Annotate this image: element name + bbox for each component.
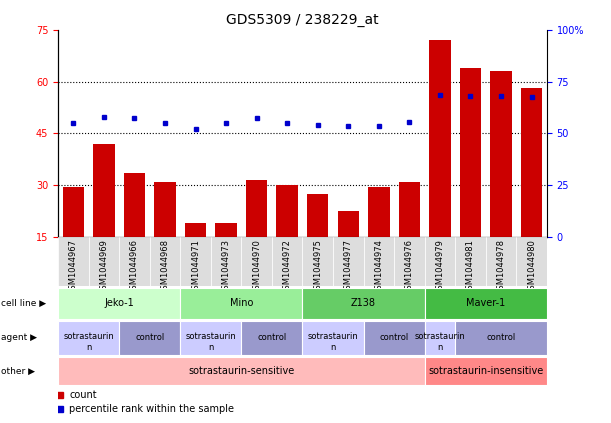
Text: control: control [379, 333, 409, 343]
Text: GSM1044974: GSM1044974 [375, 239, 383, 295]
Bar [368, 187, 390, 289]
Text: Maver-1: Maver-1 [466, 298, 505, 308]
Text: GSM1044975: GSM1044975 [313, 239, 322, 295]
Text: GSM1044976: GSM1044976 [405, 239, 414, 295]
Text: n: n [331, 343, 335, 352]
Bar [277, 185, 298, 289]
Bar [490, 71, 512, 289]
Bar [58, 288, 180, 319]
Bar [333, 237, 364, 286]
Bar [216, 223, 237, 289]
Bar [399, 182, 420, 289]
Text: GSM1044967: GSM1044967 [69, 239, 78, 295]
Text: control: control [486, 333, 516, 343]
Text: agent ▶: agent ▶ [1, 333, 37, 343]
Bar [364, 321, 425, 355]
Bar [302, 321, 364, 355]
Bar [89, 237, 119, 286]
Bar [150, 237, 180, 286]
Bar [394, 237, 425, 286]
Text: GSM1044978: GSM1044978 [497, 239, 505, 295]
Text: GSM1044969: GSM1044969 [100, 239, 108, 295]
Text: sotrastaurin: sotrastaurin [185, 332, 236, 341]
Bar [460, 68, 481, 289]
Bar [180, 237, 211, 286]
Text: GSM1044968: GSM1044968 [161, 239, 169, 295]
Bar [63, 187, 84, 289]
Bar [307, 194, 329, 289]
Text: cell line ▶: cell line ▶ [1, 299, 46, 308]
Text: percentile rank within the sample: percentile rank within the sample [69, 404, 234, 414]
Text: sotrastaurin-insensitive: sotrastaurin-insensitive [428, 366, 543, 376]
Bar [93, 144, 115, 289]
Bar [425, 288, 547, 319]
Text: control: control [135, 333, 164, 343]
Bar [211, 237, 241, 286]
Text: other ▶: other ▶ [1, 367, 35, 376]
Text: GSM1044981: GSM1044981 [466, 239, 475, 295]
Text: GDS5309 / 238229_at: GDS5309 / 238229_at [226, 13, 379, 27]
Bar [241, 237, 272, 286]
Bar [58, 321, 119, 355]
Bar [302, 288, 425, 319]
Bar [272, 237, 302, 286]
Text: GSM1044973: GSM1044973 [222, 239, 230, 295]
Bar [123, 173, 145, 289]
Text: sotrastaurin: sotrastaurin [414, 332, 466, 341]
Bar [455, 237, 486, 286]
Text: sotrastaurin: sotrastaurin [307, 332, 359, 341]
Text: count: count [69, 390, 97, 400]
Bar [246, 180, 268, 289]
Text: n: n [208, 343, 213, 352]
Text: GSM1044970: GSM1044970 [252, 239, 261, 295]
Bar [119, 237, 150, 286]
Bar [180, 288, 302, 319]
Text: GSM1044966: GSM1044966 [130, 239, 139, 295]
Text: sotrastaurin: sotrastaurin [63, 332, 114, 341]
Bar [425, 321, 455, 355]
Bar [486, 237, 516, 286]
Bar [425, 237, 455, 286]
Text: n: n [437, 343, 442, 352]
Text: GSM1044980: GSM1044980 [527, 239, 536, 295]
Bar [241, 321, 302, 355]
Text: GSM1044972: GSM1044972 [283, 239, 291, 295]
Bar [185, 223, 206, 289]
Text: control: control [257, 333, 287, 343]
Bar [302, 237, 333, 286]
Text: GSM1044971: GSM1044971 [191, 239, 200, 295]
Bar [429, 40, 451, 289]
Bar [455, 321, 547, 355]
Text: GSM1044977: GSM1044977 [344, 239, 353, 295]
Bar [58, 237, 89, 286]
Bar [58, 357, 425, 385]
Text: GSM1044979: GSM1044979 [436, 239, 444, 295]
Bar [521, 88, 543, 289]
Bar [516, 237, 547, 286]
Bar [180, 321, 241, 355]
Text: Mino: Mino [230, 298, 253, 308]
Bar [364, 237, 394, 286]
Text: n: n [86, 343, 91, 352]
Text: sotrastaurin-sensitive: sotrastaurin-sensitive [188, 366, 295, 376]
Text: Jeko-1: Jeko-1 [104, 298, 134, 308]
Text: Z138: Z138 [351, 298, 376, 308]
Bar [337, 212, 359, 289]
Bar [425, 357, 547, 385]
Bar [119, 321, 180, 355]
Bar [154, 182, 176, 289]
